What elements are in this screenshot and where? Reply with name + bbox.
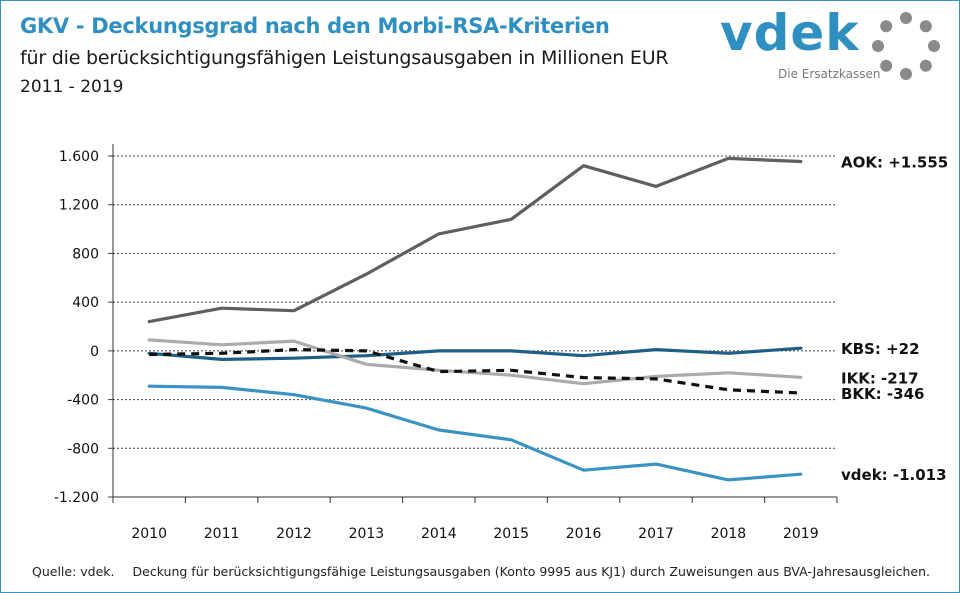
y-tick-label: 1.200	[59, 198, 99, 214]
x-tick-label: 2017	[638, 526, 674, 542]
series-end-label-bkk: BKK: -346	[841, 385, 924, 403]
series-line-vdek	[147, 384, 803, 482]
y-tick-label: -800	[67, 441, 99, 457]
series-line-ikk	[147, 338, 803, 386]
chart-period: 2011 - 2019	[20, 77, 124, 97]
x-tick-label: 2016	[566, 526, 602, 542]
logo-tagline: Die Ersatzkassen	[778, 67, 881, 81]
series-end-label-aok: AOK: +1.555	[841, 153, 948, 171]
y-tick-label: 800	[72, 246, 99, 262]
footer-note: Deckung für berücksichtigungsfähige Leis…	[132, 564, 931, 579]
series-end-label-vdek: vdek: -1.013	[841, 466, 947, 484]
series-line-bkk	[149, 348, 801, 395]
vdek-logo: vdek Die Ersatzkassen	[720, 4, 950, 88]
x-tick-label: 2019	[783, 526, 819, 542]
y-tick-label: -1.200	[54, 490, 99, 506]
chart-footer: Quelle: vdek. Deckung für berücksichtigun…	[32, 564, 948, 579]
chart-subtitle: für die berücksichtigungsfähigen Leistun…	[20, 47, 669, 69]
series-line-kbs	[147, 346, 803, 361]
x-tick-label: 2013	[349, 526, 385, 542]
x-tick-label: 2014	[421, 526, 457, 542]
y-tick-label: 0	[90, 344, 99, 360]
footer-source: Quelle: vdek.	[32, 564, 115, 579]
logo-ring-icon	[872, 12, 940, 80]
x-tick-label: 2010	[131, 526, 167, 542]
x-tick-label: 2011	[204, 526, 240, 542]
series-end-label-kbs: KBS: +22	[841, 340, 920, 358]
y-tick-label: 400	[72, 295, 99, 311]
x-tick-label: 2012	[276, 526, 312, 542]
logo-wordmark: vdek	[720, 4, 860, 62]
y-tick-label: 1.600	[59, 149, 99, 165]
series-end-label-ikk: IKK: -217	[841, 369, 919, 387]
series-line-aok	[147, 156, 803, 324]
y-tick-label: -400	[67, 393, 99, 409]
chart-title: GKV - Deckungsgrad nach den Morbi-RSA-Kr…	[20, 14, 610, 38]
x-tick-label: 2018	[711, 526, 747, 542]
x-tick-label: 2015	[493, 526, 529, 542]
